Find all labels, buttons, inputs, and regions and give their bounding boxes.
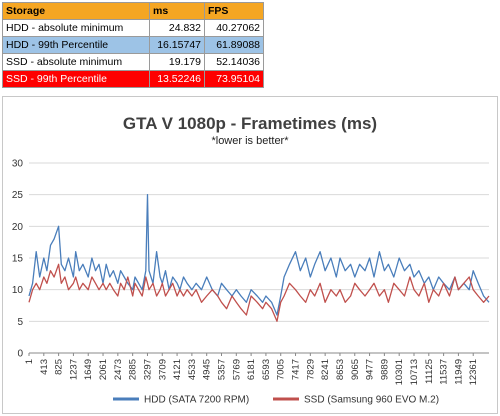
y-tick-label: 0 [17, 349, 23, 360]
x-tick-label: 2473 [113, 359, 124, 380]
legend: HDD (SATA 7200 RPM) SSD (Samsung 960 EVO … [113, 395, 439, 406]
x-tick-label: 1649 [83, 359, 94, 380]
row-label: HDD - absolute minimum [2, 19, 150, 37]
frametime-chart: GTA V 1080p - Frametimes (ms) *lower is … [12, 114, 490, 406]
chart-title: GTA V 1080p - Frametimes (ms) [123, 114, 377, 133]
row-ms: 16.15747 [149, 36, 205, 54]
x-tick-label: 1237 [68, 359, 79, 380]
x-tick-label: 5769 [231, 359, 242, 380]
x-tick-label: 11537 [439, 359, 450, 385]
x-tick-label: 6181 [246, 359, 257, 380]
table-row: SSD - 99th Percentile 13.52246 73.95104 [2, 70, 264, 88]
x-tick-label: 11125 [424, 359, 435, 384]
table-header-row: Storage ms FPS [2, 2, 264, 20]
x-tick-label: 3297 [142, 359, 153, 380]
y-tick-label: 30 [12, 159, 24, 170]
x-tick-label: 7417 [291, 359, 302, 380]
header-fps: FPS [204, 2, 264, 20]
x-tick-label: 10713 [409, 359, 420, 385]
row-label: SSD - 99th Percentile [2, 70, 150, 88]
x-tick-label: 2885 [128, 359, 139, 380]
table-row: HDD - absolute minimum 24.832 40.27062 [2, 19, 264, 37]
row-label: SSD - absolute minimum [2, 53, 150, 71]
x-tick-label: 10301 [394, 359, 405, 385]
x-tick-label: 3709 [157, 359, 168, 380]
row-label: HDD - 99th Percentile [2, 36, 150, 54]
x-tick-label: 9065 [350, 359, 361, 380]
series-line-1 [28, 263, 490, 322]
chart-frame: GTA V 1080p - Frametimes (ms) *lower is … [2, 96, 498, 414]
table-row: SSD - absolute minimum 19.179 52.14036 [2, 53, 264, 71]
x-tick-label: 8653 [335, 359, 346, 380]
series-line-0 [28, 194, 490, 316]
x-tick-label: 413 [39, 359, 50, 375]
row-fps: 61.89088 [204, 36, 264, 54]
legend-label: SSD (Samsung 960 EVO M.2) [304, 395, 439, 406]
legend-label: HDD (SATA 7200 RPM) [144, 395, 249, 406]
x-tick-label: 7005 [276, 359, 287, 380]
x-tick-label: 2061 [98, 359, 109, 380]
x-tick-label: 6593 [261, 359, 272, 380]
x-tick-label: 12361 [468, 359, 479, 385]
x-tick-label: 4945 [202, 359, 213, 380]
x-tick-label: 9889 [379, 359, 390, 380]
x-tick-label: 8241 [320, 359, 331, 380]
storage-stats-table: Storage ms FPS HDD - absolute minimum 24… [2, 2, 264, 88]
row-ms: 19.179 [149, 53, 205, 71]
x-tick-label: 11949 [453, 359, 464, 385]
x-tick-label: 4121 [172, 359, 183, 380]
y-tick-label: 25 [12, 190, 24, 201]
header-storage: Storage [2, 2, 150, 20]
row-ms: 24.832 [149, 19, 205, 37]
row-fps: 40.27062 [204, 19, 264, 37]
x-tick-label: 825 [54, 359, 65, 375]
x-tick-label: 5357 [216, 359, 227, 380]
header-ms: ms [149, 2, 205, 20]
x-tick-label: 9477 [365, 359, 376, 380]
row-ms: 13.52246 [149, 70, 205, 88]
x-tick-label: 7829 [305, 359, 316, 380]
row-fps: 52.14036 [204, 53, 264, 71]
table-row: HDD - 99th Percentile 16.15747 61.89088 [2, 36, 264, 54]
chart-subtitle: *lower is better* [211, 135, 289, 147]
x-tick-label: 4533 [187, 359, 198, 380]
y-tick-label: 15 [12, 254, 24, 265]
y-tick-label: 10 [12, 285, 24, 296]
y-tick-label: 20 [12, 222, 24, 233]
series-layer [28, 194, 490, 322]
y-tick-label: 5 [17, 317, 23, 328]
x-tick-label: 1 [24, 359, 35, 364]
row-fps: 73.95104 [204, 70, 264, 88]
